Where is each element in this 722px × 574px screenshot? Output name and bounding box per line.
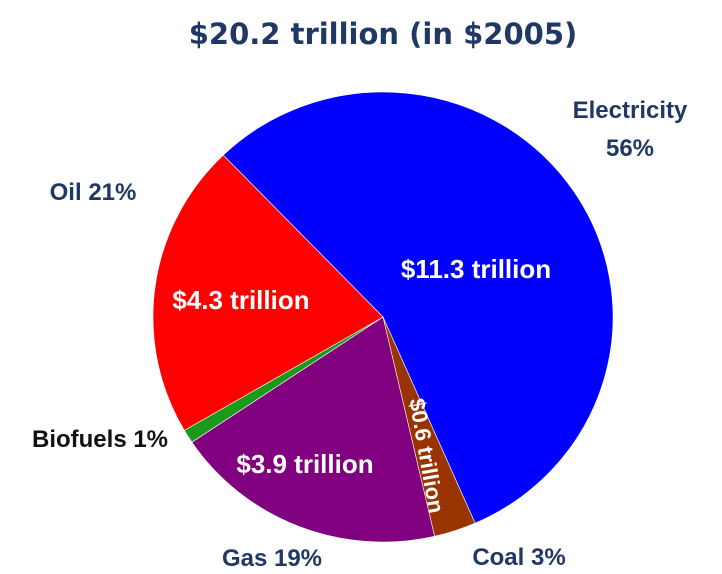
outer-label-biofuels: Biofuels 1%: [32, 426, 168, 453]
value-label-electricity: $11.3 trillion: [401, 254, 551, 284]
outer-label-electricity: Electricity 56%: [573, 97, 688, 162]
outer-label-gas: Gas 19%: [222, 545, 322, 572]
pie-slice-gas: [191, 316, 435, 543]
outer-label-oil: Oil 21%: [50, 179, 137, 206]
chart-title: $20.2 trillion (in $2005): [189, 17, 578, 51]
pie-slices: [152, 91, 614, 543]
pie-slice-oil: [152, 154, 384, 431]
value-label-gas: $3.9 trillion: [236, 449, 373, 479]
pie-slice-electricity: [222, 91, 614, 524]
outer-label-coal: Coal 3%: [472, 544, 565, 571]
value-label-oil: $4.3 trillion: [172, 285, 309, 315]
